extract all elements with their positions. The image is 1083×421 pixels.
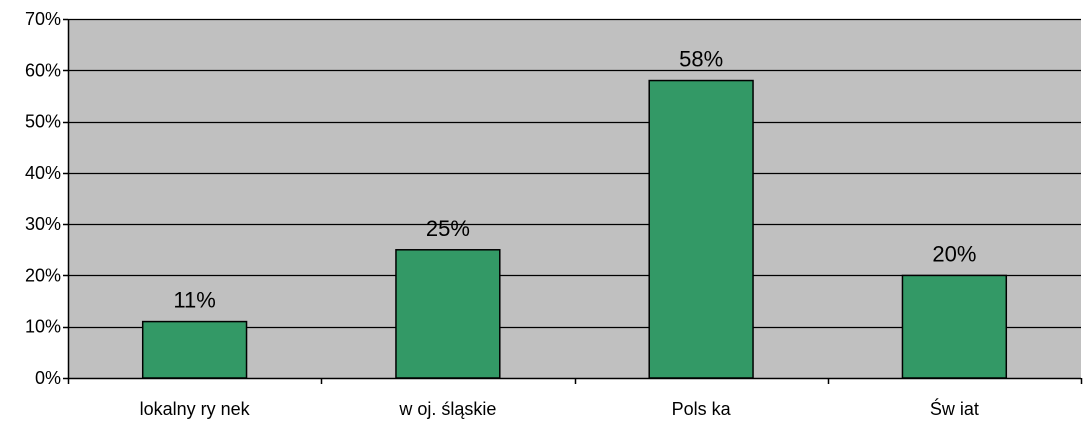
x-tick-label: Pols ka bbox=[672, 399, 732, 419]
data-label-1: 25% bbox=[426, 216, 470, 241]
bar-0 bbox=[141, 320, 248, 379]
y-tick-label: 40% bbox=[25, 163, 61, 183]
y-tick-label: 10% bbox=[25, 317, 61, 337]
y-tick-label: 70% bbox=[25, 9, 61, 29]
data-label-0: 11% bbox=[173, 288, 215, 313]
y-tick-label: 50% bbox=[25, 112, 61, 132]
y-tick-labels: 0% 10% 20% 30% 40% 50% 60% 70% bbox=[25, 9, 61, 388]
x-tick-label: w oj. śląskie bbox=[398, 399, 496, 419]
y-tick-label: 30% bbox=[25, 214, 61, 234]
data-label-2: 58% bbox=[679, 47, 723, 72]
y-tick-label: 60% bbox=[25, 60, 61, 80]
bar-3 bbox=[901, 274, 1008, 379]
axes bbox=[63, 18, 1083, 384]
x-tick-label: Św iat bbox=[930, 398, 979, 419]
bar-2 bbox=[648, 79, 754, 379]
data-labels: 11% 25% 58% 20% bbox=[173, 47, 976, 313]
y-tick-label: 20% bbox=[25, 265, 61, 285]
data-label-3: 20% bbox=[932, 241, 976, 266]
x-tick-labels: lokalny ry nek w oj. śląskie Pols ka Św iat bbox=[140, 398, 979, 419]
y-tick-label: 0% bbox=[35, 368, 61, 388]
x-tick-label: lokalny ry nek bbox=[140, 399, 251, 419]
bar-1 bbox=[395, 249, 501, 379]
